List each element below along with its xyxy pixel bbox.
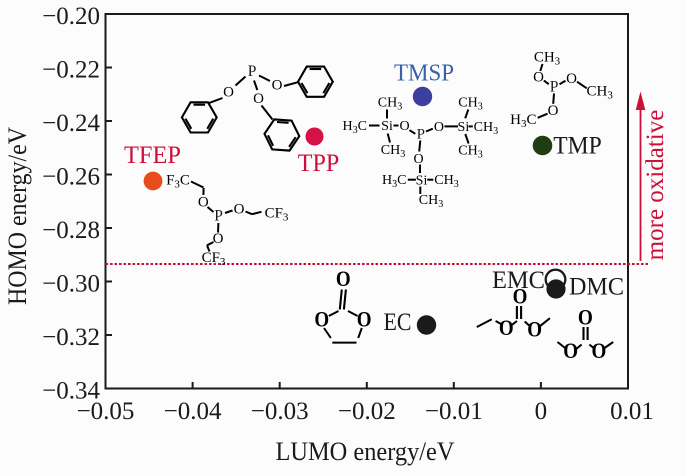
svg-text:O: O	[548, 103, 559, 119]
svg-text:O: O	[272, 77, 283, 93]
svg-text:O: O	[336, 266, 351, 291]
svg-text:HOMO energy/eV: HOMO energy/eV	[3, 127, 32, 305]
svg-text:TMP: TMP	[553, 133, 602, 160]
svg-text:O: O	[434, 120, 444, 135]
svg-text:−0.32: −0.32	[42, 324, 100, 351]
svg-text:−0.20: −0.20	[42, 3, 100, 30]
svg-text:O: O	[314, 307, 329, 332]
svg-text:O: O	[198, 195, 209, 211]
svg-text:LUMO energy/eV: LUMO energy/eV	[276, 437, 455, 466]
svg-text:O: O	[253, 91, 264, 107]
svg-text:−0.05: −0.05	[77, 398, 135, 425]
svg-text:−0.04: −0.04	[164, 398, 222, 425]
svg-text:O: O	[578, 305, 593, 330]
svg-text:more oxidative: more oxidative	[642, 110, 669, 261]
svg-text:−0.01: −0.01	[425, 398, 483, 425]
svg-text:O: O	[563, 338, 578, 363]
svg-text:P: P	[214, 207, 223, 224]
svg-text:Si: Si	[458, 120, 470, 135]
svg-text:Si: Si	[416, 173, 428, 188]
svg-text:TPP: TPP	[298, 150, 340, 177]
svg-text:−0.26: −0.26	[42, 164, 100, 191]
svg-text:0.01: 0.01	[610, 398, 654, 425]
svg-text:−0.24: −0.24	[42, 110, 100, 137]
svg-text:−0.03: −0.03	[251, 398, 309, 425]
svg-text:O: O	[533, 70, 544, 86]
svg-text:EC: EC	[384, 309, 412, 336]
svg-text:O: O	[527, 316, 542, 341]
svg-text:TFEP: TFEP	[124, 142, 181, 169]
svg-text:P: P	[417, 127, 425, 143]
svg-text:O: O	[234, 202, 245, 218]
svg-text:P: P	[550, 79, 559, 96]
svg-text:O: O	[566, 71, 577, 87]
svg-text:−0.30: −0.30	[42, 271, 100, 298]
svg-text:−0.28: −0.28	[42, 217, 100, 244]
svg-text:DMC: DMC	[569, 274, 624, 301]
svg-text:O: O	[213, 231, 224, 247]
svg-text:P: P	[248, 63, 257, 80]
svg-text:O: O	[592, 338, 607, 363]
svg-text:O: O	[399, 119, 409, 134]
svg-text:O: O	[223, 85, 234, 101]
svg-text:O: O	[499, 315, 514, 340]
svg-text:TMSP: TMSP	[394, 61, 454, 87]
svg-text:−0.22: −0.22	[42, 57, 100, 84]
svg-text:Si: Si	[381, 119, 393, 134]
svg-text:0: 0	[535, 398, 548, 425]
svg-text:−0.02: −0.02	[338, 398, 396, 425]
svg-text:O: O	[357, 307, 372, 332]
svg-text:O: O	[513, 284, 528, 309]
svg-text:O: O	[413, 152, 423, 167]
